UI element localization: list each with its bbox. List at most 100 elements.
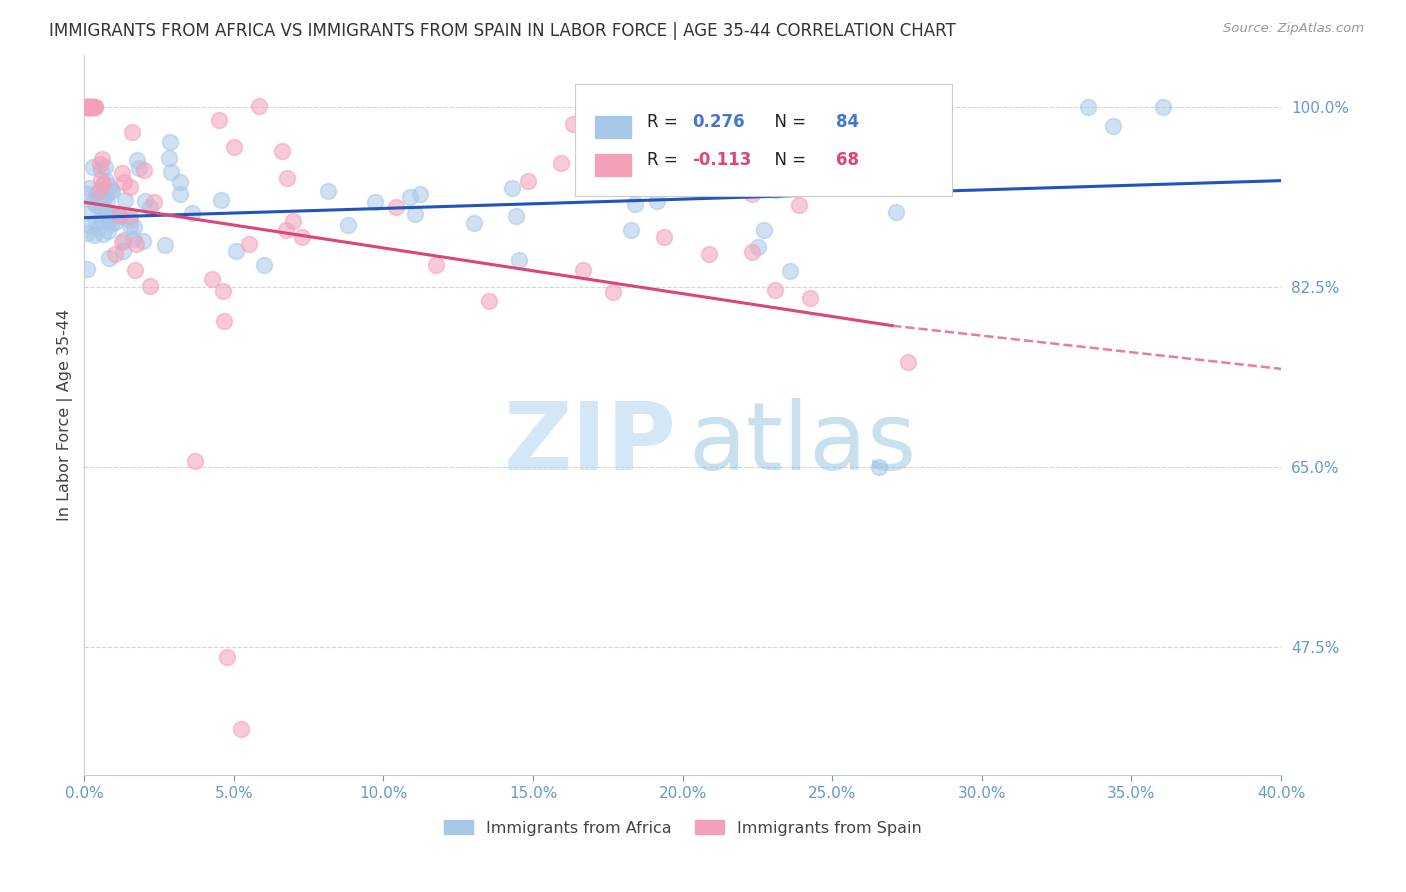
- Point: [132, 234, 155, 248]
- Point: [93, 192, 115, 206]
- Point: [82, 99, 104, 113]
- Point: [90, 213, 112, 227]
- Point: [91, 177, 114, 191]
- Point: [697, 247, 720, 261]
- Text: 0.276: 0.276: [692, 113, 745, 131]
- Point: [561, 117, 583, 131]
- Point: [765, 183, 787, 197]
- Point: [752, 222, 775, 236]
- Point: [1077, 99, 1099, 113]
- Point: [114, 194, 136, 208]
- Point: [118, 219, 141, 234]
- Point: [93, 202, 115, 217]
- Point: [134, 194, 156, 209]
- Point: [645, 194, 668, 208]
- Point: [90, 173, 112, 187]
- Point: [84, 198, 107, 212]
- Point: [86, 216, 108, 230]
- Point: [76, 99, 98, 113]
- Point: [76, 226, 98, 240]
- Point: [101, 184, 124, 198]
- Point: [96, 195, 118, 210]
- Point: [76, 99, 98, 113]
- Point: [1152, 99, 1174, 113]
- Point: [124, 263, 146, 277]
- Y-axis label: In Labor Force | Age 35-44: In Labor Force | Age 35-44: [58, 309, 73, 521]
- Point: [82, 160, 104, 174]
- Point: [763, 283, 786, 297]
- Point: [90, 202, 112, 216]
- Point: [91, 153, 114, 167]
- Text: Source: ZipAtlas.com: Source: ZipAtlas.com: [1223, 22, 1364, 36]
- Point: [138, 201, 160, 215]
- Point: [80, 99, 103, 113]
- Point: [76, 99, 98, 113]
- Point: [76, 186, 98, 201]
- Point: [276, 223, 298, 237]
- Point: [83, 227, 105, 242]
- Point: [96, 206, 118, 220]
- Point: [508, 252, 530, 267]
- Point: [517, 174, 540, 188]
- Point: [572, 263, 595, 277]
- Text: N =: N =: [763, 151, 811, 169]
- Point: [385, 200, 408, 214]
- Point: [112, 233, 135, 247]
- FancyBboxPatch shape: [595, 116, 631, 138]
- Point: [142, 195, 165, 210]
- Point: [101, 208, 124, 222]
- Point: [77, 99, 100, 113]
- Point: [100, 217, 122, 231]
- Text: atlas: atlas: [689, 398, 917, 490]
- Point: [98, 179, 121, 194]
- Point: [868, 459, 890, 474]
- Point: [276, 171, 298, 186]
- Point: [316, 184, 339, 198]
- Point: [159, 135, 181, 149]
- Point: [478, 294, 501, 309]
- Point: [110, 209, 132, 223]
- Point: [84, 186, 107, 201]
- Point: [620, 112, 643, 127]
- Point: [620, 223, 643, 237]
- Point: [118, 210, 141, 224]
- Point: [208, 112, 231, 127]
- Point: [886, 205, 908, 219]
- Point: [111, 235, 134, 249]
- Point: [80, 99, 103, 113]
- Point: [253, 258, 276, 272]
- Point: [111, 166, 134, 180]
- Point: [505, 209, 527, 223]
- Point: [283, 214, 305, 228]
- Point: [93, 227, 115, 241]
- Point: [118, 180, 141, 194]
- Point: [89, 189, 111, 203]
- Text: ZIP: ZIP: [503, 398, 676, 490]
- Point: [747, 240, 769, 254]
- Point: [82, 195, 104, 210]
- Point: [225, 244, 247, 258]
- Point: [501, 181, 523, 195]
- Point: [741, 245, 763, 260]
- Point: [229, 722, 252, 736]
- Point: [103, 247, 125, 261]
- Text: R =: R =: [647, 151, 683, 169]
- Point: [90, 163, 112, 178]
- Point: [779, 264, 801, 278]
- Point: [409, 187, 432, 202]
- FancyBboxPatch shape: [575, 84, 952, 195]
- Point: [100, 182, 122, 196]
- Point: [87, 221, 110, 235]
- Point: [183, 454, 205, 468]
- Point: [404, 207, 426, 221]
- Point: [128, 161, 150, 176]
- Point: [93, 187, 115, 202]
- Point: [97, 252, 120, 266]
- Point: [89, 157, 111, 171]
- Point: [169, 175, 191, 189]
- Point: [832, 160, 855, 174]
- Point: [159, 164, 181, 178]
- Point: [76, 99, 98, 113]
- Point: [89, 184, 111, 198]
- Point: [132, 163, 155, 178]
